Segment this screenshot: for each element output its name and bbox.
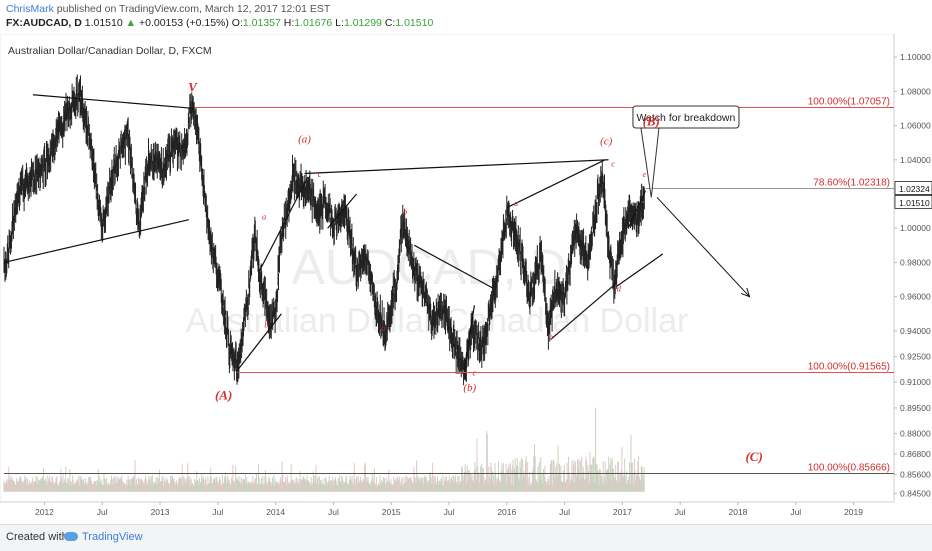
close-label: C: [384, 17, 396, 29]
x-tick-label: Jul [790, 507, 801, 517]
wave-label: (A) [215, 387, 232, 402]
x-tick-label: 2018 [729, 507, 748, 517]
y-tick-label: 0.85600 [900, 470, 931, 480]
y-tick-label: 0.92500 [900, 352, 931, 362]
tradingview-link[interactable]: TradingView [82, 531, 143, 543]
y-tick-label: 0.86800 [900, 449, 931, 459]
chart-title: Australian Dollar/Canadian Dollar, D, FX… [8, 45, 212, 57]
x-tick-label: 2014 [266, 507, 285, 517]
level-label: 78.60%(1.02318) [813, 178, 890, 189]
level-label: 100.00%(0.91565) [808, 362, 890, 373]
trendline[interactable] [3, 219, 190, 264]
publish-info: published on TradingView.com, March 12, … [56, 3, 331, 15]
trendline[interactable] [550, 282, 617, 340]
forecast-arrow-line [656, 197, 750, 298]
trendline[interactable] [304, 159, 609, 175]
wave-label: d [617, 284, 622, 294]
current-price-label: 1.02324 [899, 184, 930, 194]
x-tick-label: 2012 [35, 507, 54, 517]
y-tick-label: 0.94000 [900, 326, 931, 336]
y-tick-label: 1.04000 [900, 155, 931, 165]
symbol-label: FX:AUDCAD, D [6, 17, 82, 29]
wave-label: V [188, 79, 198, 94]
x-tick-label: 2016 [497, 507, 516, 517]
footer: Created with TradingView [0, 524, 932, 551]
current-price-label: 1.01510 [899, 198, 930, 208]
y-tick-label: 0.84500 [900, 488, 931, 498]
x-tick-label: Jul [97, 507, 108, 517]
callout-box[interactable] [632, 105, 740, 129]
author-link[interactable]: ChrisMark [6, 3, 54, 15]
trendline[interactable] [414, 244, 494, 289]
x-tick-label: Jul [675, 507, 686, 517]
trendline[interactable] [627, 190, 647, 229]
close-value: 1.01510 [395, 17, 434, 29]
trendline[interactable] [32, 94, 195, 110]
wave-label: a [514, 198, 518, 208]
high-label: H: [283, 17, 295, 29]
level-label: 100.00%(0.85666) [808, 462, 890, 473]
x-tick-label: Jul [212, 507, 223, 517]
y-tick-label: 0.89500 [900, 403, 931, 413]
x-tick-label: Jul [328, 507, 339, 517]
wave-label: e [642, 169, 646, 179]
open-value: 1.01357 [242, 17, 281, 29]
ohlc-line: FX:AUDCAD, D 1.01510 ▲ +0.00153 (+0.15%)… [6, 17, 433, 29]
current-price-box [894, 181, 932, 195]
y-tick-label: 1.10000 [900, 52, 931, 62]
cloud-icon [64, 532, 78, 541]
high-value: 1.01676 [294, 17, 333, 29]
low-label: L: [335, 17, 344, 29]
chart-header: ChrisMark published on TradingView.com, … [0, 0, 932, 34]
wave-label: b [264, 319, 268, 329]
wave-label: (c) [600, 135, 613, 147]
wave-label: (C) [745, 449, 762, 464]
current-price-box [894, 194, 932, 209]
wave-label: (B) [643, 114, 660, 129]
y-tick-label: 0.88000 [900, 429, 931, 439]
last-price: 1.01510 [84, 17, 123, 29]
wave-label: b [549, 331, 553, 341]
trendline[interactable] [616, 253, 664, 287]
trendline[interactable] [327, 193, 357, 229]
publish-line: ChrisMark published on TradingView.com, … [6, 3, 330, 15]
low-value: 1.01299 [343, 17, 382, 29]
y-tick-label: 0.98000 [900, 257, 931, 267]
trendline[interactable] [506, 159, 606, 209]
wave-label: c [611, 159, 615, 169]
callout-pointer [640, 127, 660, 198]
y-tick-label: 0.91000 [900, 377, 931, 387]
y-tick-label: 1.08000 [900, 86, 931, 96]
forecast-arrowhead-icon [740, 287, 751, 298]
wave-label: c [473, 367, 477, 377]
wave-label: b [403, 207, 407, 217]
wave-label: a [262, 212, 266, 222]
wave-label: (a) [298, 134, 311, 146]
trendline[interactable] [463, 305, 476, 371]
x-tick-label: 2015 [382, 507, 401, 517]
x-tick-label: Jul [559, 507, 570, 517]
x-tick-label: 2013 [151, 507, 170, 517]
y-tick-label: 1.06000 [900, 121, 931, 131]
open-label: O: [231, 17, 243, 29]
x-tick-label: Jul [444, 507, 455, 517]
callout-text: Watch for breakdown [637, 112, 736, 124]
change-arrow-icon: ▲ [125, 17, 137, 29]
level-label: 100.00%(1.07057) [808, 96, 890, 107]
change-value: +0.00153 (+0.15%) [138, 17, 229, 29]
wave-label: (b) [463, 382, 476, 394]
y-tick-label: 1.00000 [900, 223, 931, 233]
created-with-text: Created with [6, 531, 68, 543]
wave-label: c [318, 169, 322, 179]
wave-label: a [381, 323, 385, 333]
trendline[interactable] [237, 313, 282, 371]
trendline[interactable] [258, 176, 309, 272]
plot-area [0, 34, 895, 503]
x-tick-label: 2017 [613, 507, 632, 517]
y-tick-label: 0.96000 [900, 292, 931, 302]
x-tick-label: 2019 [844, 507, 863, 517]
